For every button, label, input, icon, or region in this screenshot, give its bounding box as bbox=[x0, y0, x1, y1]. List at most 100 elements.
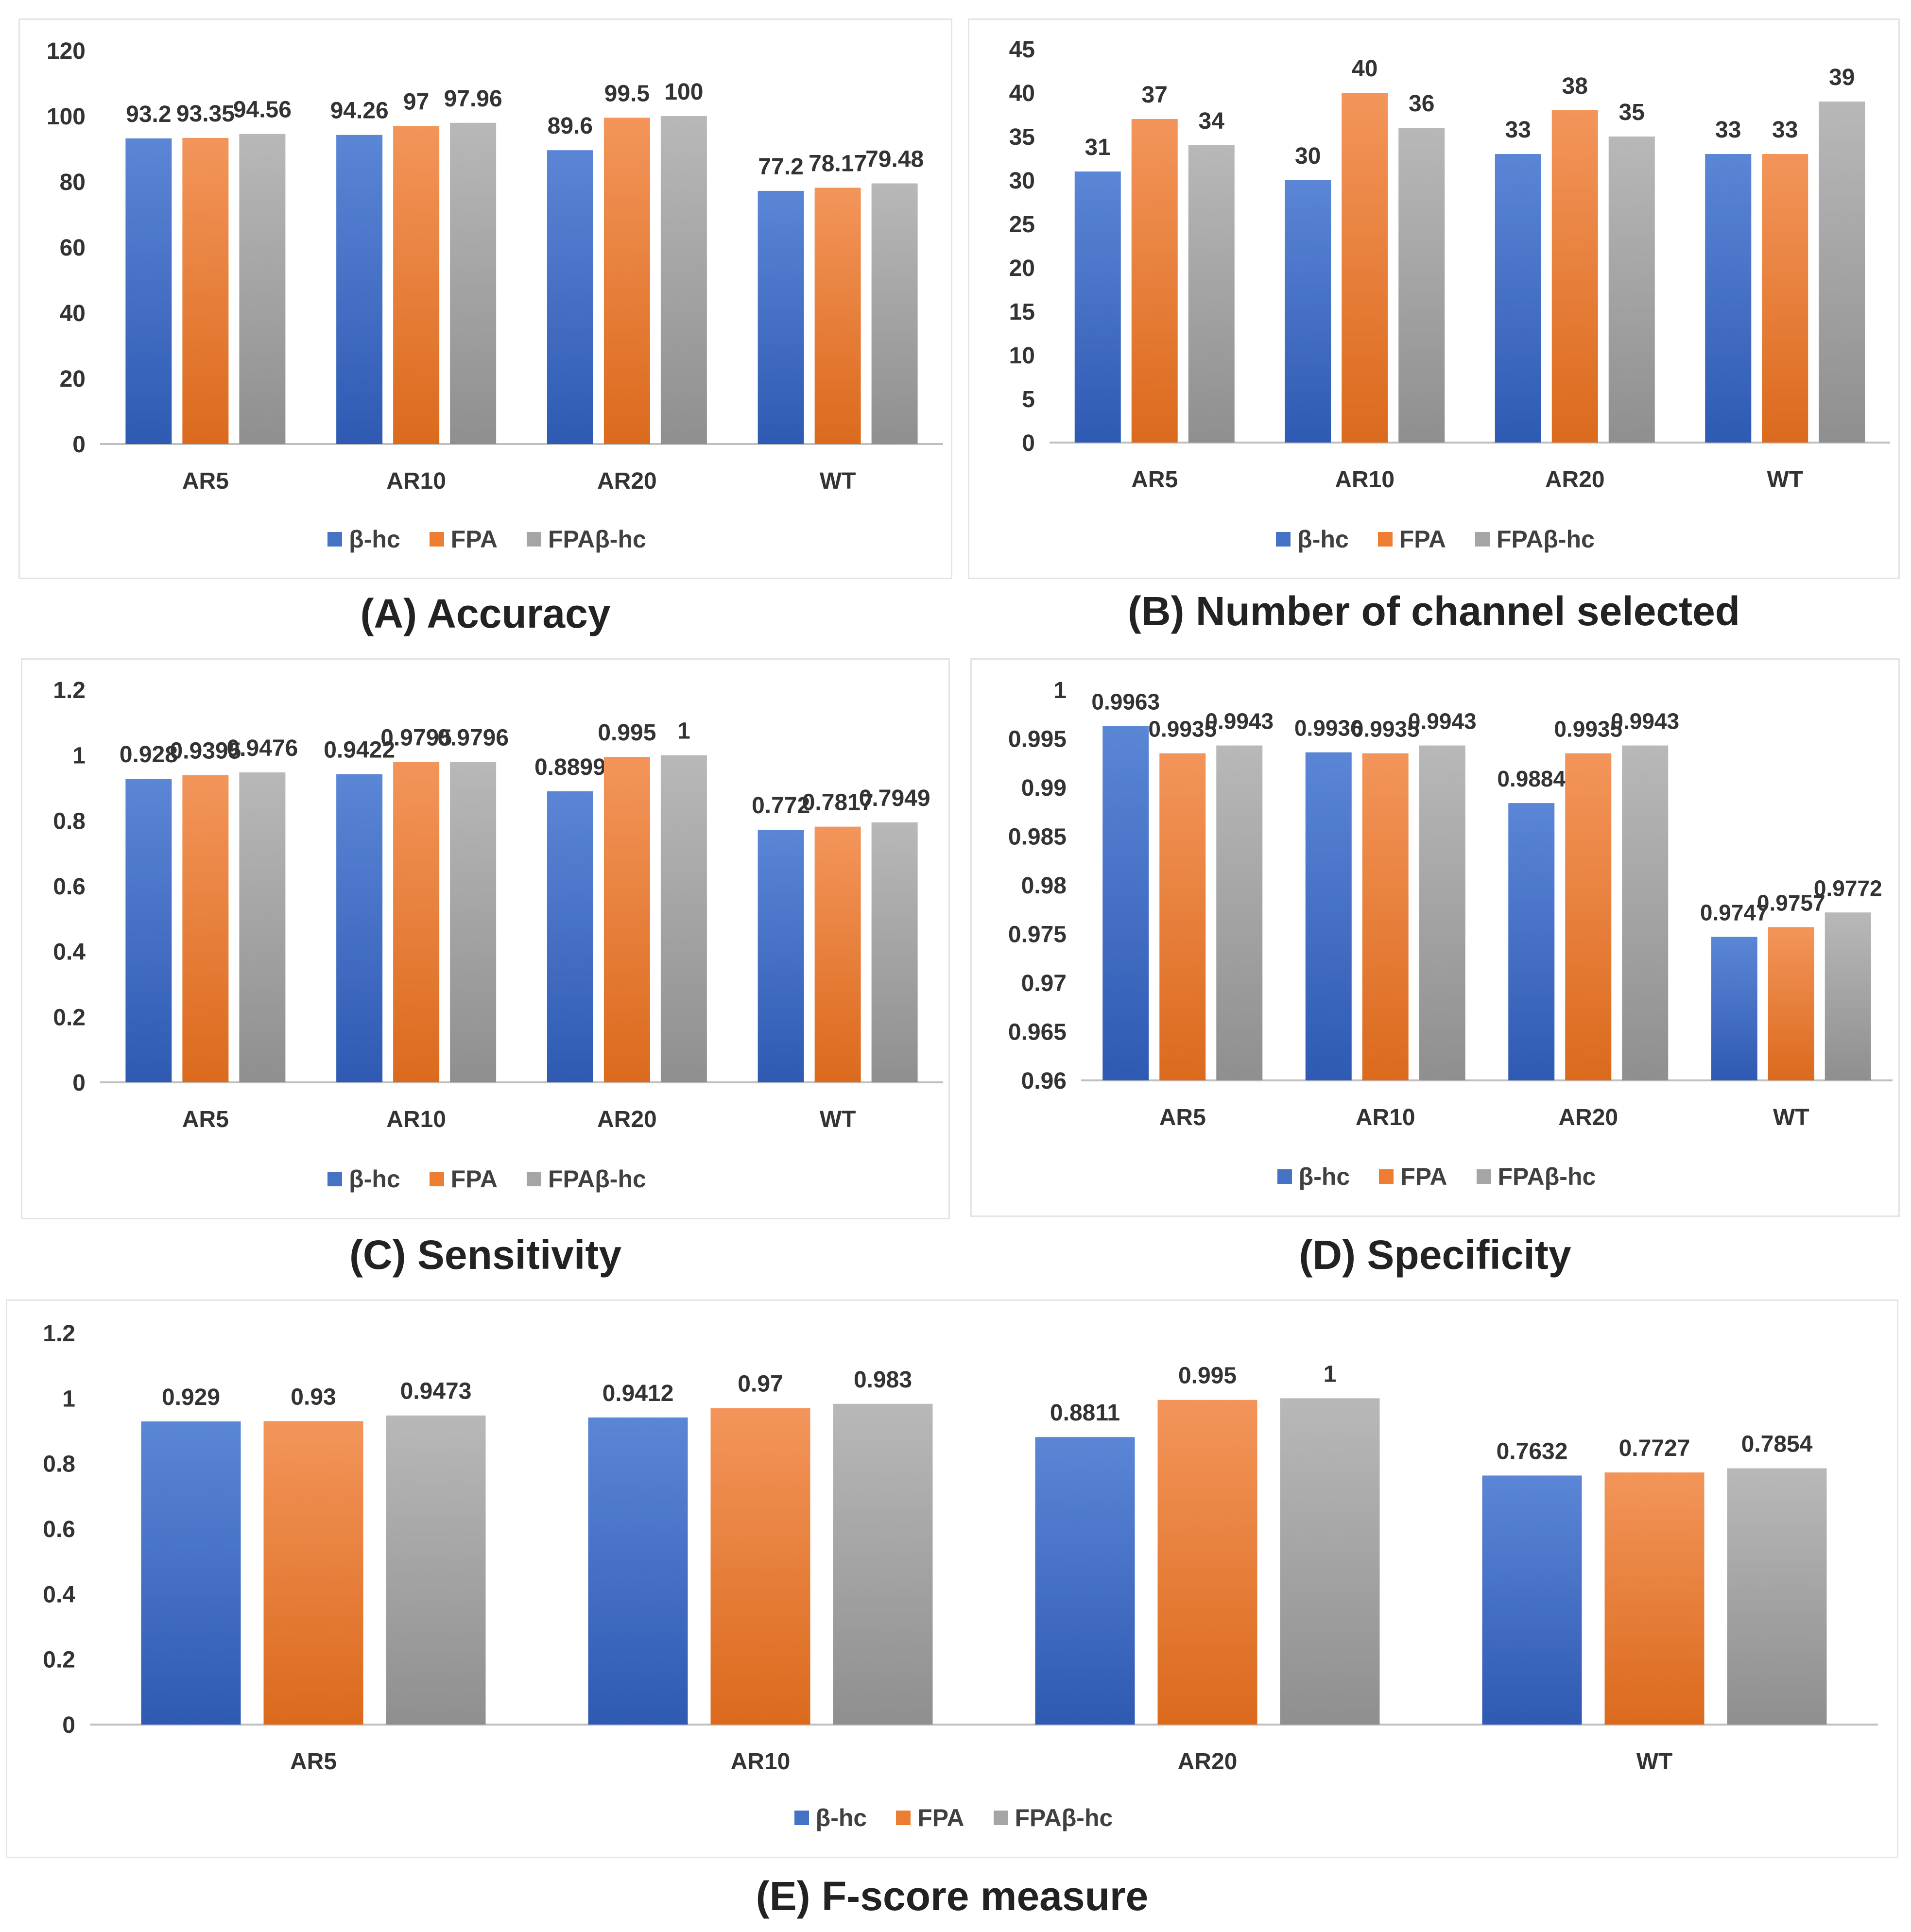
legend-item-beta-hc: β-hc bbox=[794, 1804, 867, 1832]
bar-fpa bbox=[263, 1421, 363, 1725]
data-label: 0.9943 bbox=[1611, 709, 1679, 734]
legend-item-beta-hc: β-hc bbox=[1276, 525, 1349, 553]
data-label: 0.9473 bbox=[400, 1379, 472, 1404]
legend-item-fpa-beta-hc: FPAβ-hc bbox=[1476, 1163, 1596, 1191]
x-category-label: AR10 bbox=[386, 468, 446, 494]
data-label: 1 bbox=[677, 718, 690, 744]
chart-panel-specificity: 0.96 0.965 0.97 0.975 0.98 0.985 0.99 0.995 1 AR5… bbox=[970, 658, 1900, 1217]
data-label: 30 bbox=[1295, 143, 1321, 169]
y-tick-label: 0.96 bbox=[1021, 1068, 1067, 1094]
data-label: 0.9796 bbox=[437, 725, 509, 751]
data-label: 0.9963 bbox=[1091, 689, 1160, 714]
caption-sensitivity: (C) Sensitivity bbox=[349, 1232, 622, 1278]
data-label: 0.97 bbox=[738, 1371, 783, 1397]
data-label: 0.8811 bbox=[1050, 1400, 1120, 1426]
bar-fpa-beta-hc bbox=[1608, 137, 1655, 443]
bar-fpa-beta-hc bbox=[660, 755, 707, 1082]
data-label: 0.7854 bbox=[1741, 1431, 1813, 1457]
bar-beta-hc bbox=[1508, 803, 1555, 1080]
y-tick-label: 1.2 bbox=[53, 678, 86, 703]
bar-fpa bbox=[814, 188, 861, 444]
data-label: 0.9935 bbox=[1351, 717, 1420, 742]
bar-fpa bbox=[1157, 1400, 1257, 1725]
data-label: 0.9476 bbox=[226, 735, 298, 761]
bar-fpa bbox=[1342, 93, 1388, 443]
data-label: 40 bbox=[1352, 56, 1377, 82]
x-category-label: WT bbox=[1773, 1105, 1809, 1130]
legend-label: FPA bbox=[1399, 526, 1446, 553]
y-tick-label: 45 bbox=[1009, 37, 1035, 63]
bar-beta-hc bbox=[758, 190, 804, 444]
bar-fpa-beta-hc bbox=[239, 772, 286, 1082]
bar-beta-hc bbox=[1495, 154, 1541, 443]
bar-fpa bbox=[1551, 110, 1598, 443]
legend-swatch bbox=[1277, 1169, 1292, 1184]
x-category-label: AR5 bbox=[290, 1749, 337, 1775]
legend-item-fpa: FPA bbox=[429, 1165, 498, 1193]
bar-fpa-beta-hc bbox=[1727, 1468, 1827, 1725]
data-label: 94.26 bbox=[330, 98, 389, 124]
bar-fpa-beta-hc bbox=[871, 183, 918, 444]
y-tick-label: 0.8 bbox=[43, 1452, 75, 1477]
data-label: 0.7949 bbox=[859, 786, 930, 811]
y-tick-label: 0.8 bbox=[53, 808, 86, 834]
bar-fpa-beta-hc bbox=[1398, 128, 1445, 443]
legend-item-fpa-beta-hc: FPAβ-hc bbox=[527, 525, 646, 553]
legend-item-fpa: FPA bbox=[1377, 525, 1446, 553]
y-tick-label: 0.975 bbox=[1008, 922, 1067, 948]
y-tick-label: 0.965 bbox=[1008, 1020, 1067, 1045]
data-label: 0.9412 bbox=[603, 1381, 674, 1406]
bar-beta-hc bbox=[1035, 1437, 1135, 1725]
bar-beta-hc bbox=[547, 791, 593, 1082]
data-label: 33 bbox=[1715, 117, 1741, 143]
bar-fpa bbox=[393, 762, 440, 1082]
x-category-label: AR10 bbox=[386, 1107, 446, 1132]
x-category-label: WT bbox=[820, 1107, 856, 1132]
y-tick-label: 0.98 bbox=[1021, 873, 1067, 899]
legend-item-fpa: FPA bbox=[896, 1804, 964, 1832]
data-label: 31 bbox=[1085, 135, 1111, 160]
bar-fpa bbox=[1565, 753, 1612, 1080]
chart-specificity: 0.96 0.965 0.97 0.975 0.98 0.985 0.99 0.995 1 AR5… bbox=[1008, 678, 1893, 1130]
y-tick-label: 60 bbox=[60, 235, 86, 261]
bar-beta-hc bbox=[547, 150, 593, 444]
bar-fpa-beta-hc bbox=[450, 762, 497, 1082]
data-label: 0.929 bbox=[162, 1385, 220, 1410]
y-tick-label: 1 bbox=[1053, 678, 1067, 703]
y-tick-label: 10 bbox=[1009, 343, 1035, 369]
legend-item-beta-hc: β-hc bbox=[327, 525, 400, 553]
bar-beta-hc bbox=[336, 135, 383, 444]
x-category-label: AR10 bbox=[1335, 467, 1395, 493]
caption-channels: (B) Number of channel selected bbox=[1127, 588, 1740, 634]
data-label: 97 bbox=[403, 89, 429, 115]
bar-beta-hc bbox=[1102, 726, 1149, 1080]
bar-beta-hc bbox=[125, 138, 172, 444]
x-category-label: AR5 bbox=[1159, 1105, 1206, 1130]
y-tick-label: 0 bbox=[72, 1070, 86, 1096]
x-category-label: WT bbox=[820, 468, 856, 494]
data-label: 0.9884 bbox=[1497, 766, 1566, 791]
bar-beta-hc bbox=[125, 779, 172, 1082]
bar-fpa-beta-hc bbox=[450, 122, 497, 444]
bar-fpa bbox=[1159, 753, 1206, 1080]
legend-swatch bbox=[429, 532, 444, 547]
y-tick-label: 20 bbox=[1009, 256, 1035, 281]
legend-swatch bbox=[1276, 532, 1291, 547]
y-tick-label: 30 bbox=[1009, 168, 1035, 194]
data-label: 93.35 bbox=[176, 101, 235, 127]
x-category-label: AR5 bbox=[1131, 467, 1178, 493]
legend-label: FPA bbox=[1400, 1163, 1447, 1190]
y-tick-label: 35 bbox=[1009, 124, 1035, 150]
y-tick-label: 0 bbox=[72, 432, 86, 458]
bar-beta-hc bbox=[1285, 180, 1331, 443]
x-category-label: AR20 bbox=[1545, 467, 1605, 493]
bar-fpa bbox=[603, 118, 650, 444]
data-label: 94.56 bbox=[233, 97, 292, 123]
x-category-label: AR20 bbox=[597, 468, 657, 494]
legend-label: β-hc bbox=[349, 526, 400, 553]
legend-item-fpa-beta-hc: FPAβ-hc bbox=[993, 1804, 1113, 1832]
chart-panel-sensitivity: 0 0.2 0.4 0.6 0.8 1 1.2 AR5 0.928 0.9395 0.9476 AR1… bbox=[21, 658, 950, 1219]
bar-fpa-beta-hc bbox=[1280, 1398, 1380, 1725]
bar-fpa bbox=[1768, 927, 1814, 1080]
y-tick-label: 0.4 bbox=[53, 940, 86, 965]
